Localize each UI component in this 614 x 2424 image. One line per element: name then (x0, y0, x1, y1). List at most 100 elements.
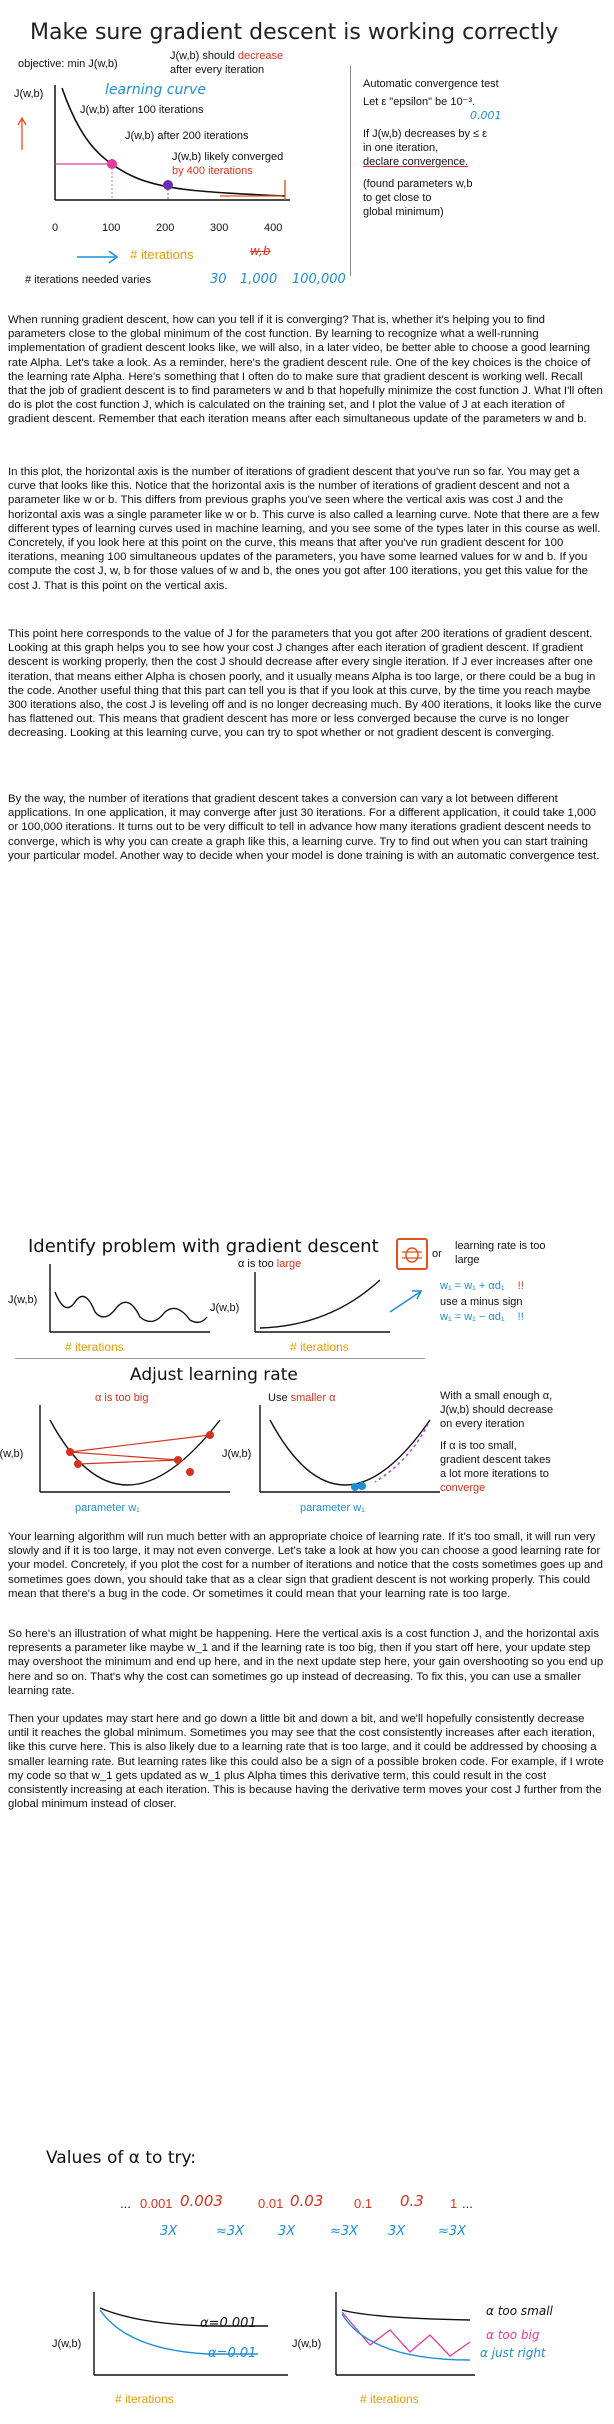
wb-crossed-label: w,b (250, 244, 271, 258)
too-big-label: α is too big (95, 1392, 148, 1404)
learning-curve-chart (17, 85, 290, 201)
auto-test-title: Automatic convergence test (363, 78, 499, 90)
multiplier-row: 3X ≈3X 3X ≈3X 3X ≈3X (160, 2224, 500, 2244)
multiplier: 3X (160, 2224, 178, 2239)
in-one-iteration: in one iteration, (363, 142, 439, 154)
small-enough-1: With a small enough α, (440, 1390, 553, 1402)
paragraph-text: This point here corresponds to the value… (8, 628, 602, 740)
plus-update-text: w₁ = w₁ + αd₁ (440, 1280, 505, 1292)
paragraph-text: Your learning algorithm will run much be… (8, 1531, 603, 1600)
after-200-label: J(w,b) after 200 iterations (125, 130, 249, 142)
found-params-2: to get close to (363, 192, 432, 204)
jwb-label: J(w,b) (222, 1448, 252, 1460)
x-tick: 200 (156, 222, 175, 234)
transcript-paragraph: So here's an illustration of what might … (8, 1627, 604, 1698)
jwb-label: J(w,b) (210, 1302, 240, 1314)
use-smaller-label: Use smaller α (268, 1392, 336, 1404)
multiplier: 3X (278, 2224, 296, 2239)
transcript-paragraph: Your learning algorithm will run much be… (8, 1530, 604, 1601)
iterations-label: # iterations (290, 1340, 349, 1354)
paragraph-text: So here's an illustration of what might … (8, 1628, 604, 1697)
axis-arrowhead (17, 116, 27, 126)
slide3-title: Values of α to try: (46, 2148, 197, 2168)
just-right-label: α just right (480, 2346, 546, 2360)
varies-value: 1,000 (240, 272, 278, 287)
varies-value: 30 (210, 272, 227, 287)
x-tick: 300 (210, 222, 229, 234)
by-400-label: by 400 iterations (172, 165, 253, 177)
slide1-title: Make sure gradient descent is working co… (30, 20, 559, 45)
found-params-3: global minimum) (363, 206, 444, 218)
transcript-paragraph: By the way, the number of iterations tha… (8, 792, 604, 863)
alpha-value: 0.003 (180, 2192, 223, 2210)
lr-too-large-1: learning rate is too (455, 1240, 546, 1252)
use-word: Use (268, 1392, 288, 1404)
should-decrease-note: J(w,b) should decrease (170, 50, 283, 62)
small-enough-3: on every iteration (440, 1418, 525, 1430)
parameter-w1-label: parameter w₁ (300, 1502, 365, 1514)
alpha-compare-chart-right (335, 2292, 475, 2376)
bug-icon (396, 1238, 428, 1270)
too-big-label: α too big (486, 2328, 540, 2342)
multiplier: 3X (388, 2224, 406, 2239)
too-small-4: converge (440, 1482, 486, 1494)
paragraph-text: By the way, the number of iterations tha… (8, 793, 600, 862)
multiplier: ≈3X (330, 2224, 359, 2239)
small-steps-chart (259, 1405, 440, 1493)
large-word: large (276, 1258, 302, 1270)
after-100-label: J(w,b) after 100 iterations (80, 104, 204, 116)
eps-value: 0.001 (470, 109, 502, 122)
transcript-paragraph: When running gradient descent, how can y… (8, 313, 604, 427)
multiplier: ≈3X (438, 2224, 467, 2239)
alpha-value: 0.3 (400, 2192, 424, 2210)
likely-converged-label: J(w,b) likely converged (172, 151, 284, 163)
slide2-divider (15, 1358, 425, 1359)
jwb-label: J(w,b) (8, 1294, 38, 1306)
alpha-is-too: α is too (238, 1258, 274, 1270)
transcript-paragraph: In this plot, the horizontal axis is the… (8, 465, 604, 593)
iterations-arrow-icon (77, 250, 119, 264)
multiplier: ≈3X (216, 2224, 245, 2239)
alpha-value: 1 (450, 2196, 458, 2211)
alpha-value: 0.1 (354, 2196, 373, 2211)
alpha-too-large: α is too large (238, 1258, 301, 1270)
alpha-values-row: ... 0.001 0.003 0.01 0.03 0.1 0.3 1 ... (120, 2192, 473, 2211)
small-enough-2: J(w,b) should decrease (440, 1404, 554, 1416)
increasing-cost-chart (254, 1272, 423, 1333)
plus-mark-icon: !! (517, 1280, 524, 1292)
jwb-label: J(w,b) (0, 1448, 24, 1460)
overshoot-chart (39, 1405, 230, 1493)
if-decrease: If J(w,b) decreases by ≤ ε (363, 128, 488, 140)
paragraph-text: Then your updates may start here and go … (8, 1713, 604, 1811)
jwb-axis-label: J(w,b) (14, 88, 44, 100)
alpha-value: 0.001 (140, 2196, 173, 2211)
slide2-title: Identify problem with gradient descent (28, 1236, 379, 1257)
ellipsis-left: ... (120, 2196, 131, 2211)
should-decrease-word: decrease (237, 50, 284, 62)
iterations-label: # iterations (130, 247, 194, 262)
iterations-label: # iterations (115, 2392, 174, 2406)
too-small-2: gradient descent takes (440, 1454, 551, 1466)
declare-convergence: declare convergence. (363, 156, 469, 168)
x-tick: 400 (264, 222, 283, 234)
varies-value: 100,000 (292, 272, 346, 287)
learning-curve-label: learning curve (105, 82, 207, 98)
jwb-label: J(w,b) (52, 2338, 82, 2350)
alpha-001-label: α=0.01 (208, 2346, 257, 2361)
alpha-value: 0.01 (258, 2196, 284, 2211)
learning-curve-line (61, 87, 286, 197)
parameter-w1-label: parameter w₁ (75, 1502, 140, 1514)
too-big-prefix: α is too (95, 1392, 131, 1404)
oscillating-cost-chart (49, 1264, 210, 1333)
transcript-paragraph: Then your updates may start here and go … (8, 1712, 604, 1811)
minus-update-rule: w₁ = w₁ − αd₁ !! (440, 1311, 524, 1323)
should-decrease-prefix: J(w,b) should (170, 50, 235, 62)
slide1-divider (350, 66, 351, 276)
found-params-1: (found parameters w,b (363, 178, 473, 190)
iterations-varies-label: # iterations needed varies (25, 274, 151, 286)
paragraph-text: In this plot, the horizontal axis is the… (8, 466, 601, 592)
minus-mark-icon: !! (517, 1311, 524, 1323)
alpha-0001-label: α=0.001 (200, 2316, 257, 2331)
lr-too-large-2: large (455, 1254, 480, 1266)
ellipsis-right: ... (462, 2196, 473, 2211)
